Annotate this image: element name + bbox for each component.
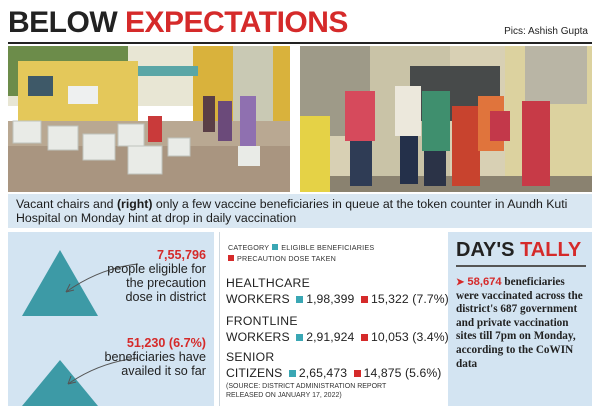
taken-value: 10,053 (3.4%) [370,330,449,344]
legend-eligible: ELIGIBLE BENEFICIARIES [281,243,375,252]
photo-caption: Vacant chairs and (right) only a few vac… [8,194,592,228]
source-note: (SOURCE: DISTRICT ADMINISTRATION REPORT … [226,382,386,400]
eligible-stat: 7,55,796 people eligible for the precaut… [96,248,206,304]
eligible-value: 2,91,924 [306,330,355,344]
tally-rule [456,265,586,267]
tally-count: 58,674 [467,276,502,288]
legend: CATEGORY ELIGIBLE BENEFICIARIES PRECAUTIO… [228,242,374,264]
availed-count: 51,230 (6.7%) [126,336,206,350]
availed-description: beneficiaries have availed it so far [104,350,206,378]
photo-credit: Pics: Ashish Gupta [504,26,588,37]
arrow-icon [65,263,139,293]
photo-vacant-chairs [8,46,290,192]
eligible-value: 1,98,399 [306,292,355,306]
taken-value: 15,322 (7.7%) [370,292,449,306]
category-row: WORKERS 2,91,924 10,053 (3.4%) [226,330,449,344]
eligible-count: 7,55,796 [156,248,206,262]
source-line-1: (SOURCE: DISTRICT ADMINISTRATION REPORT [226,383,387,390]
caption-text-2: only a few vaccine beneficiaries in queu… [16,197,568,225]
eligibility-panel: 7,55,796 people eligible for the precaut… [8,232,214,406]
category-label: SENIOR [226,350,275,364]
category-label: FRONTLINE [226,314,298,328]
taken-swatch [360,296,368,303]
pointer-icon: ➤ [456,277,465,288]
category-row: CITIZENS 2,65,473 14,875 (5.6%) [226,366,441,380]
arrow-icon [67,357,139,385]
header-rule [8,42,592,44]
days-tally-panel: DAY'S TALLY ➤ 58,674 beneficiaries were v… [448,232,592,406]
eligible-legend-swatch [272,244,279,250]
tally-title-word-1: DAY'S [456,239,515,261]
eligible-swatch [296,334,304,341]
taken-value: 14,875 (5.6%) [363,366,442,380]
eligible-swatch [296,296,304,303]
category-breakdown-panel: CATEGORY ELIGIBLE BENEFICIARIES PRECAUTIO… [219,232,449,406]
caption-right-marker: (right) [116,197,153,211]
taken-swatch [360,334,368,341]
tally-description: beneficiaries were vaccinated across the… [456,276,583,370]
eligible-description: people eligible for the precaution dose … [107,262,206,304]
headline-word-1: BELOW [8,6,118,39]
category-row: WORKERS 1,98,399 15,322 (7.7%) [226,292,449,306]
taken-swatch [353,370,361,377]
legend-taken: PRECAUTION DOSE TAKEN [237,254,336,263]
source-line-2: RELEASED ON JANUARY 17, 2022) [226,392,342,399]
availed-stat: 51,230 (6.7%) beneficiaries have availed… [96,336,206,378]
caption-text-1: Vacant chairs and [16,197,117,211]
legend-category: CATEGORY [228,243,270,252]
category-sublabel: CITIZENS [226,366,283,380]
category-sublabel: WORKERS [226,292,290,306]
tally-body: ➤ 58,674 beneficiaries were vaccinated ac… [456,276,588,371]
header: BELOW EXPECTATIONS Pics: Ashish Gupta [0,0,600,44]
eligible-swatch [288,370,296,377]
tally-title-word-2: TALLY [520,239,582,261]
headline: BELOW EXPECTATIONS [8,6,348,40]
tally-title: DAY'S TALLY [456,238,581,262]
category-sublabel: WORKERS [226,330,290,344]
availed-triangle-icon [22,360,98,406]
photo-token-counter-queue [300,46,592,192]
category-label: HEALTHCARE [226,276,311,290]
taken-legend-swatch [228,255,234,261]
eligible-triangle-icon [22,250,98,316]
headline-word-2: EXPECTATIONS [125,6,348,39]
eligible-value: 2,65,473 [298,366,348,380]
